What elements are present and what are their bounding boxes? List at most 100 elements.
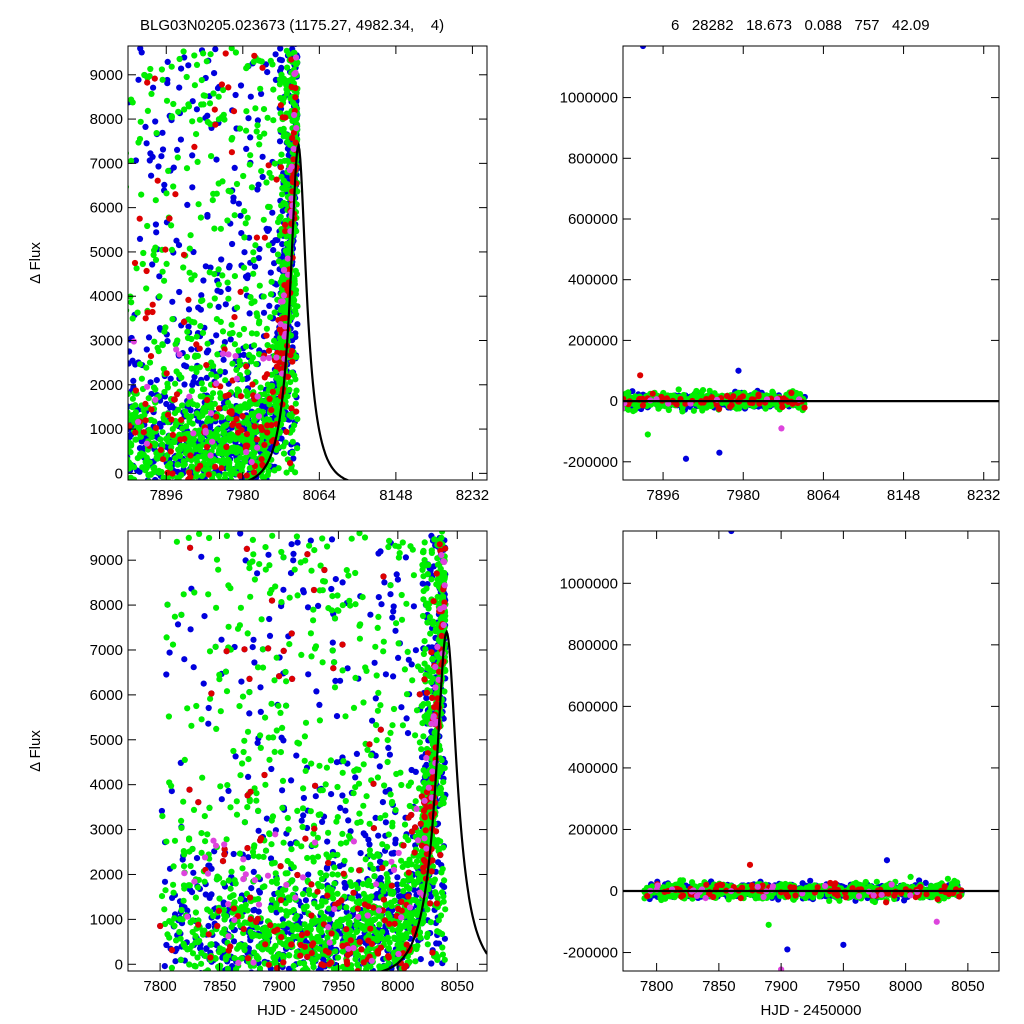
data-point <box>198 380 205 387</box>
data-point <box>219 328 227 335</box>
data-point <box>128 456 131 463</box>
panel-frame <box>127 45 488 481</box>
data-point <box>254 186 261 193</box>
data-point <box>698 388 705 396</box>
data-point <box>288 347 295 355</box>
data-point <box>293 271 301 278</box>
data-point <box>218 481 224 487</box>
data-point <box>598 396 604 402</box>
data-point <box>180 462 187 469</box>
data-point <box>260 355 267 362</box>
data-point <box>232 49 239 56</box>
data-point <box>132 361 139 368</box>
data-point <box>300 812 307 819</box>
data-point <box>181 106 188 113</box>
data-point <box>92 453 98 459</box>
data-point <box>150 384 158 391</box>
data-point <box>568 394 574 400</box>
data-point <box>231 314 238 321</box>
data-point <box>233 375 240 382</box>
data-point <box>288 369 295 376</box>
data-point <box>152 197 159 204</box>
data-point <box>159 429 166 436</box>
data-point <box>287 95 294 102</box>
data-point <box>159 76 166 83</box>
data-point <box>347 828 354 835</box>
data-point <box>204 438 211 445</box>
data-point <box>265 354 273 362</box>
data-point <box>172 191 179 198</box>
data-point <box>178 416 185 423</box>
data-point <box>98 359 104 365</box>
data-point <box>254 122 261 129</box>
data-point <box>649 390 656 397</box>
data-point <box>284 255 291 262</box>
data-point <box>292 139 299 146</box>
data-point <box>442 485 448 491</box>
data-point <box>191 82 198 89</box>
data-point <box>210 90 217 97</box>
data-point <box>189 521 195 527</box>
data-point <box>593 393 599 399</box>
data-point <box>562 404 568 410</box>
data-point <box>258 456 265 463</box>
data-point <box>288 83 295 91</box>
data-point <box>205 704 212 712</box>
data-point <box>98 455 104 461</box>
data-point <box>280 292 287 299</box>
data-point <box>243 449 250 456</box>
data-point <box>117 493 123 499</box>
data-point <box>104 444 110 450</box>
data-point <box>176 431 183 438</box>
data-point <box>228 410 235 417</box>
data-point <box>369 717 376 724</box>
data-point <box>283 469 290 476</box>
data-point <box>583 397 589 403</box>
data-point <box>211 106 218 113</box>
data-point <box>152 221 159 228</box>
data-point <box>157 446 164 453</box>
data-point <box>235 422 242 429</box>
data-point <box>152 476 159 480</box>
data-point <box>263 332 270 339</box>
y-tick-label: 400000 <box>568 272 618 289</box>
data-point <box>576 406 582 412</box>
data-point <box>133 413 140 421</box>
data-point <box>114 454 120 460</box>
data-point <box>176 55 183 63</box>
data-point <box>577 394 583 400</box>
data-point <box>595 396 601 402</box>
data-point <box>596 400 602 406</box>
data-point <box>164 411 172 418</box>
data-point <box>213 156 220 163</box>
data-point <box>599 399 605 405</box>
data-point <box>290 156 297 163</box>
data-point <box>147 379 154 386</box>
data-point <box>263 179 270 186</box>
data-point <box>215 405 223 412</box>
data-point <box>254 570 261 577</box>
data-point <box>679 408 686 415</box>
data-point <box>191 52 198 59</box>
data-point <box>245 390 252 397</box>
data-point <box>596 399 602 405</box>
data-point <box>128 416 131 423</box>
data-point <box>595 399 601 405</box>
y-tick-label: 3000 <box>90 333 123 350</box>
data-point <box>116 441 122 447</box>
data-point <box>300 794 307 802</box>
data-point <box>163 190 170 197</box>
data-point <box>255 977 261 983</box>
header-right-text: 6 28282 18.673 0.088 757 42.09 <box>671 17 930 34</box>
data-point <box>284 249 291 257</box>
data-point <box>147 471 154 478</box>
data-point <box>189 381 196 388</box>
data-point <box>126 484 132 490</box>
data-point <box>574 397 580 403</box>
data-point <box>142 490 148 496</box>
data-point <box>128 157 135 164</box>
data-point <box>254 400 261 407</box>
data-point <box>600 400 606 406</box>
data-point <box>235 347 242 354</box>
data-point <box>278 71 285 78</box>
